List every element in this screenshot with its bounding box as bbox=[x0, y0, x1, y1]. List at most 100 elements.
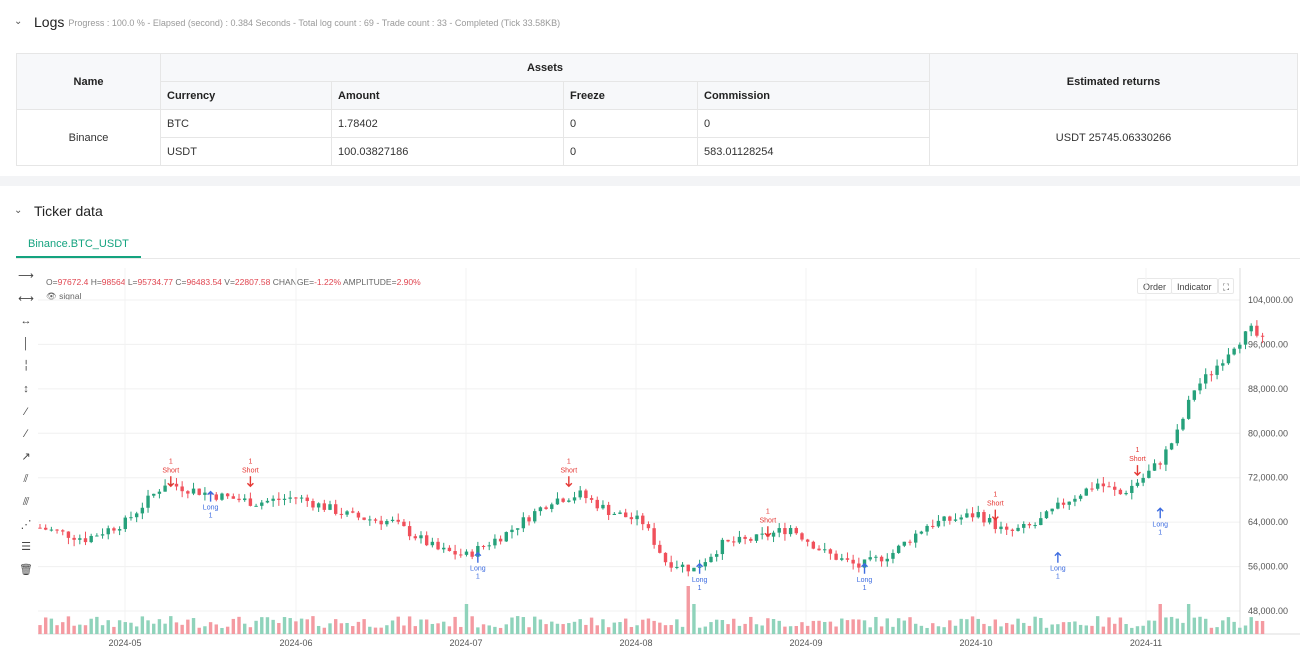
volume-bar bbox=[868, 627, 872, 634]
volume-bar bbox=[254, 620, 258, 634]
short-signal-label: Short bbox=[1129, 456, 1146, 463]
price-range-icon[interactable]: ↕ bbox=[23, 382, 29, 395]
chevron-down-icon[interactable]: ⌄ bbox=[14, 16, 23, 27]
candle bbox=[498, 538, 503, 542]
volume-bar bbox=[1022, 622, 1026, 634]
volume-bar bbox=[89, 618, 93, 634]
volume-bar bbox=[407, 616, 412, 634]
candle bbox=[95, 535, 99, 537]
volume-bar bbox=[237, 616, 241, 634]
short-signal-label: Short bbox=[242, 467, 259, 474]
candle bbox=[783, 528, 787, 535]
candle bbox=[851, 559, 855, 564]
volume-bar bbox=[72, 625, 76, 634]
candle bbox=[788, 528, 793, 535]
candle bbox=[1221, 363, 1225, 366]
candle bbox=[891, 552, 895, 559]
volume-bar bbox=[106, 620, 110, 634]
volume-bar bbox=[811, 620, 816, 634]
logs-header[interactable]: ⌄ Logs Progress : 100.0 % - Elapsed (sec… bbox=[14, 14, 560, 30]
logs-panel: ⌄ Logs Progress : 100.0 % - Elapsed (sec… bbox=[0, 0, 1300, 176]
chevron-down-icon[interactable]: ⌄ bbox=[14, 205, 23, 216]
signal-label: signal bbox=[59, 291, 82, 301]
vertical-segment-icon[interactable]: ╎ bbox=[22, 360, 30, 373]
volume-bar bbox=[1124, 624, 1128, 634]
indicator-button[interactable]: Indicator bbox=[1171, 278, 1218, 294]
volume-bar bbox=[1147, 620, 1151, 634]
volume-bar bbox=[1260, 621, 1265, 634]
y-tick-label: 80,000.00 bbox=[1248, 428, 1288, 438]
candle bbox=[714, 554, 719, 557]
candle bbox=[72, 537, 76, 540]
trend-line-icon[interactable]: ⁄ bbox=[25, 405, 27, 418]
candle bbox=[373, 519, 378, 521]
signal-legend[interactable]: 👁 signal bbox=[46, 291, 81, 302]
candle bbox=[595, 499, 599, 509]
signal-count: 1 bbox=[863, 585, 867, 592]
volume-bar bbox=[1135, 626, 1140, 634]
candle bbox=[277, 498, 281, 500]
candle bbox=[561, 498, 565, 502]
candle bbox=[976, 512, 980, 518]
volume-bar bbox=[828, 621, 833, 634]
volume-bar bbox=[544, 624, 548, 634]
volume-bar bbox=[243, 623, 247, 634]
candle bbox=[629, 517, 634, 520]
horizontal-ray-icon[interactable]: ⟶ bbox=[18, 270, 34, 282]
volume-bar bbox=[442, 621, 446, 634]
volume-bar bbox=[1198, 616, 1202, 634]
candlestick-chart[interactable]: 104,000.00 96,000.00 88,000.00 80,000.00 72,… bbox=[0, 264, 1300, 655]
volume-bar bbox=[498, 627, 503, 634]
extended-line-icon[interactable]: ↔ bbox=[20, 315, 32, 328]
price-channel-icon[interactable]: ⫽ bbox=[23, 473, 29, 486]
long-signal-label: Long bbox=[1152, 521, 1168, 528]
candle bbox=[584, 490, 588, 499]
short-arrow-icon bbox=[167, 476, 175, 488]
trash-icon[interactable]: 🗑 bbox=[19, 563, 33, 576]
volume-bar bbox=[521, 617, 526, 634]
volume-bar bbox=[896, 618, 901, 634]
arrow-line-icon[interactable]: ↗ bbox=[21, 450, 31, 463]
candle bbox=[305, 497, 309, 502]
volume-bar bbox=[1158, 604, 1162, 634]
volume-bar bbox=[658, 622, 662, 634]
candle bbox=[322, 503, 327, 510]
sub-header-commission: Commission bbox=[697, 81, 930, 110]
candle bbox=[533, 511, 537, 522]
fib-levels-icon[interactable]: ☰ bbox=[21, 541, 31, 554]
candle bbox=[299, 497, 304, 499]
fullscreen-icon[interactable]: ⛶ bbox=[1218, 278, 1234, 294]
y-tick-label: 104,000.00 bbox=[1248, 295, 1293, 305]
ticker-header[interactable]: ⌄ Ticker data bbox=[14, 203, 103, 219]
volume-bar bbox=[447, 626, 452, 634]
candle bbox=[612, 513, 617, 516]
candle bbox=[749, 538, 753, 541]
volume-bar bbox=[351, 626, 355, 634]
volume-bar bbox=[1039, 618, 1043, 634]
candle bbox=[1027, 524, 1032, 526]
horizontal-line-icon[interactable]: ⟷ bbox=[18, 292, 34, 305]
parallel-channel-icon[interactable]: ⫻ bbox=[22, 495, 30, 508]
ohlc-volume: 22807.58 bbox=[234, 277, 271, 287]
eye-icon[interactable]: 👁 bbox=[46, 291, 57, 301]
logs-progress: Progress : 100.0 % - Elapsed (second) : … bbox=[68, 18, 561, 28]
candle bbox=[879, 556, 884, 562]
vertical-line-icon[interactable]: │ bbox=[22, 337, 30, 350]
fibonacci-icon[interactable]: ⋰ bbox=[20, 518, 32, 531]
volume-bar bbox=[152, 623, 156, 634]
volume-bar bbox=[1027, 625, 1032, 634]
candle bbox=[260, 502, 264, 506]
candle bbox=[413, 536, 418, 539]
volume-bar bbox=[1118, 617, 1123, 634]
candle bbox=[83, 538, 88, 543]
volume-bar bbox=[669, 625, 673, 634]
candle bbox=[78, 538, 82, 540]
tab-binance-btc-usdt[interactable]: Binance.BTC_USDT bbox=[16, 231, 141, 258]
volume-bar bbox=[1249, 617, 1253, 634]
volume-bar bbox=[714, 619, 719, 634]
volume-bar bbox=[845, 620, 850, 634]
volume-bar bbox=[732, 618, 736, 634]
candle bbox=[641, 515, 645, 525]
ray-line-icon[interactable]: ∕ bbox=[25, 428, 27, 441]
candle bbox=[282, 498, 287, 500]
